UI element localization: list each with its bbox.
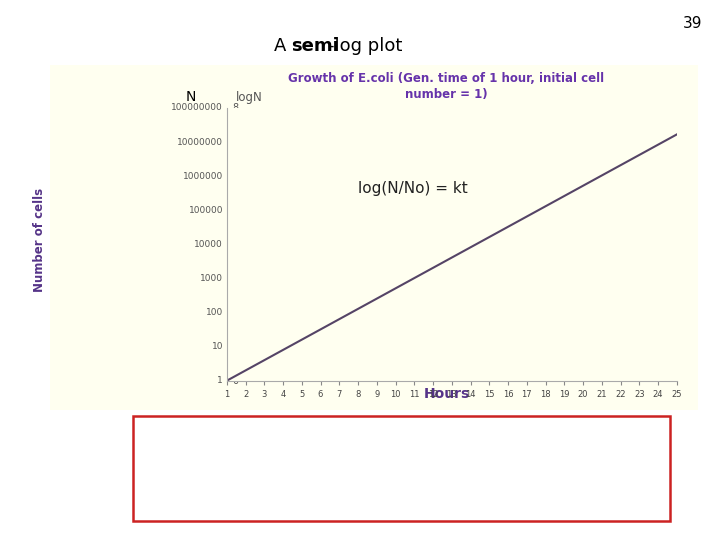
Text: 1000000: 1000000 [183,172,223,181]
Text: 7: 7 [233,137,239,147]
Text: N: N [186,90,196,104]
Text: number = 1): number = 1) [405,88,487,101]
Text: Growth of E.coli (Gen. time of 1 hour, initial cell: Growth of E.coli (Gen. time of 1 hour, i… [288,72,605,85]
Text: 2: 2 [233,307,239,318]
Text: Note: just used k here not k’, k defined in context in general: Note: just used k here not k’, k defined… [155,477,512,490]
Text: Hours: Hours [423,387,469,401]
Text: N/No = 10: N/No = 10 [281,438,353,453]
Text: A: A [274,37,292,55]
Text: 8: 8 [233,103,239,113]
Text: N=N: N=N [158,438,191,453]
Text: logN: logN [235,91,262,104]
Text: 10: 10 [212,342,223,351]
Text: 1: 1 [233,342,239,352]
Text: 1: 1 [217,376,223,385]
Text: 10000000: 10000000 [177,138,223,146]
Text: 10000: 10000 [194,240,223,249]
Text: o: o [191,450,197,460]
Text: 10: 10 [200,438,217,453]
Text: log(N/No) = kt: log(N/No) = kt [454,438,554,453]
Text: 100000: 100000 [189,206,223,215]
Text: 100000000: 100000000 [171,104,223,112]
Text: kt: kt [222,431,232,441]
Text: log(N/No) = kt: log(N/No) = kt [358,181,468,196]
Text: 39: 39 [683,16,702,31]
Text: 100: 100 [206,308,223,317]
Text: -log plot: -log plot [328,37,402,55]
Text: kt: kt [385,431,395,441]
Text: 6: 6 [233,171,239,181]
Text: 3: 3 [233,273,239,284]
Text: 4: 4 [233,239,239,249]
Text: Number of cells: Number of cells [33,188,46,292]
Text: 1000: 1000 [200,274,223,283]
Text: 0: 0 [233,376,239,386]
Text: semi: semi [292,37,339,55]
Text: 5: 5 [233,205,239,215]
